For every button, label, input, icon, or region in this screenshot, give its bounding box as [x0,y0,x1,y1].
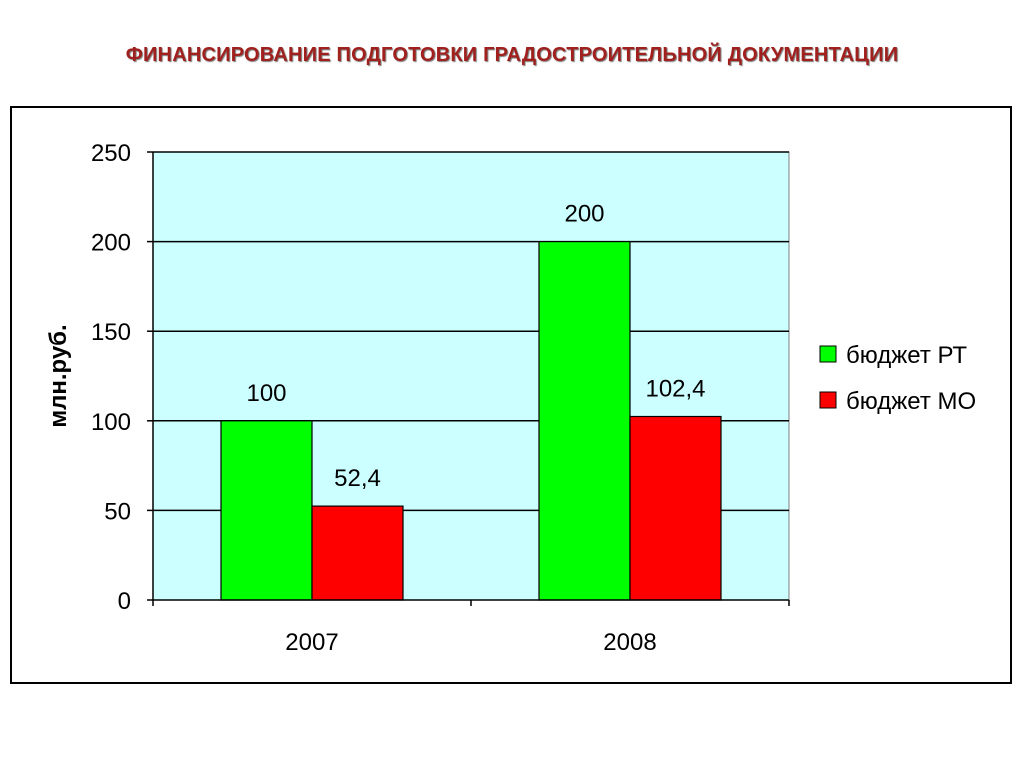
bar-rt-2007 [220,420,313,601]
y-tick-label: 100 [91,409,131,436]
x-tick-label: 2008 [603,629,656,656]
legend-label: бюджет МО [846,388,976,415]
page-title: ФИНАНСИРОВАНИЕ ПОДГОТОВКИ ГРАДОСТРОИТЕЛЬ… [125,44,899,66]
y-tick-label: 250 [91,140,131,167]
data-label: 100 [246,380,286,407]
data-label: 52,4 [334,465,381,492]
data-label: 102,4 [645,375,705,402]
legend: бюджет РТ бюджет МО [819,342,976,415]
axes-group [147,151,790,606]
y-tick-label: 0 [118,588,131,615]
y-tick-label: 50 [104,498,131,525]
legend-label: бюджет РТ [846,342,967,369]
bar-mo-2008 [629,415,722,601]
bars-group [220,241,722,601]
data-label: 200 [564,201,604,228]
bar-mo-2007 [311,505,404,601]
legend-swatch [819,345,837,363]
bar-rt-2008 [538,241,631,601]
legend-swatch [819,391,837,409]
labels-group: 0 50 100 150 200 250 100 52,4 2007 200 102,4 2008 [91,140,706,656]
y-axis-label: млн.руб. [45,324,72,427]
y-tick-label: 150 [91,319,131,346]
x-tick-label: 2007 [285,629,338,656]
y-tick-label: 200 [91,230,131,257]
